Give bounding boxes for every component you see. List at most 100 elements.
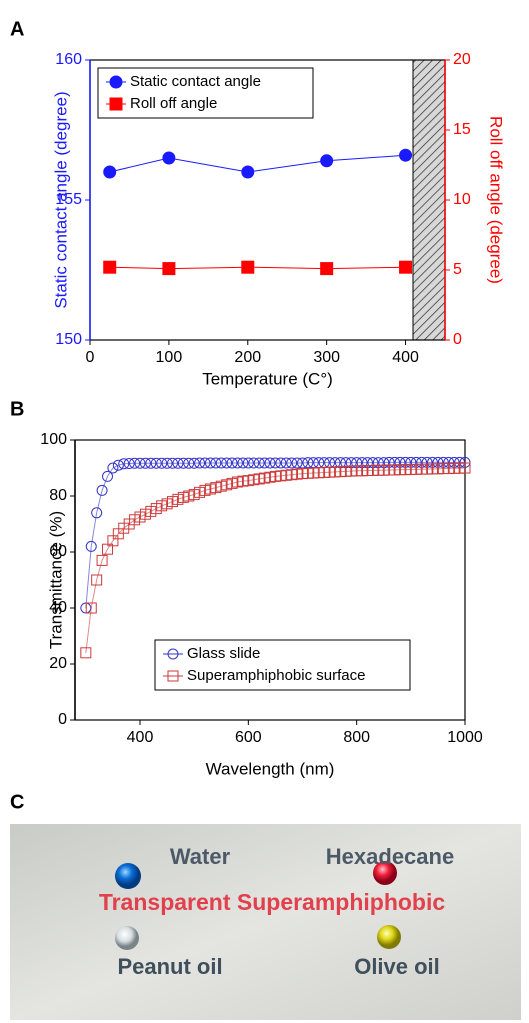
x-tick-label: 300 [313, 349, 340, 366]
y-axis-label: Transmittance (%) [46, 511, 65, 649]
y-tick-label: 100 [40, 431, 67, 448]
y-tick-label: 160 [55, 51, 82, 68]
marker [253, 457, 265, 469]
marker [242, 457, 254, 469]
marker [118, 458, 130, 470]
peanut-oil-droplet [115, 926, 139, 950]
marker [162, 262, 176, 276]
photo-text: Olive oil [354, 954, 440, 979]
marker [399, 148, 413, 162]
y-tick-label: 60 [49, 543, 67, 560]
marker [264, 457, 276, 469]
marker [156, 457, 168, 469]
marker [280, 457, 292, 469]
marker [112, 459, 124, 471]
y2-tick-label: 5 [453, 261, 462, 278]
y2-tick-label: 10 [453, 191, 471, 208]
y-tick-label: 0 [58, 711, 67, 728]
y-tick-label: 40 [49, 599, 67, 616]
marker [91, 574, 103, 586]
marker [139, 457, 151, 469]
series-line [85, 467, 466, 653]
marker [215, 457, 227, 469]
marker [91, 507, 103, 519]
series-line [85, 461, 465, 609]
panel-label: C [10, 791, 24, 813]
marker [103, 260, 117, 274]
photo [10, 824, 521, 1020]
y-tick-label: 155 [55, 191, 82, 208]
y2-tick-label: 20 [453, 51, 471, 68]
marker [85, 540, 97, 552]
series-line [109, 266, 406, 270]
marker [286, 457, 298, 469]
photo-text: Peanut oil [117, 954, 222, 979]
marker [459, 462, 471, 474]
legend-box [154, 639, 411, 691]
marker [129, 457, 141, 469]
panel-label: A [10, 18, 24, 40]
marker [102, 470, 113, 482]
legend-marker [109, 75, 123, 89]
marker [107, 462, 119, 474]
panel-label: B [10, 398, 24, 420]
legend-marker [167, 670, 179, 682]
marker [237, 457, 249, 469]
marker [162, 151, 176, 165]
marker [399, 260, 413, 274]
marker [96, 554, 108, 566]
water-droplet [115, 863, 141, 889]
marker [248, 457, 260, 469]
marker [150, 457, 162, 469]
marker [183, 457, 195, 469]
x-tick-label: 400 [127, 729, 154, 746]
x-axis-label: Wavelength (nm) [206, 759, 335, 778]
x-tick-label: 1000 [447, 729, 483, 746]
legend-marker [167, 648, 179, 660]
legend-box [97, 67, 314, 119]
legend-marker [109, 97, 123, 111]
marker [275, 457, 287, 469]
x-tick-label: 200 [234, 349, 261, 366]
y-tick-label: 80 [49, 487, 67, 504]
legend-label: Glass slide [187, 645, 260, 662]
marker [226, 457, 238, 469]
series-line [109, 154, 406, 173]
legend-label: Roll off angle [130, 95, 217, 112]
marker [241, 165, 255, 179]
marker [259, 457, 271, 469]
x-tick-label: 800 [343, 729, 370, 746]
marker [204, 457, 216, 469]
marker [221, 457, 233, 469]
photo-text: Water [170, 844, 231, 869]
marker [103, 165, 117, 179]
y-axis-label: Static contact angle (degree) [51, 91, 70, 308]
marker [172, 457, 184, 469]
marker [96, 484, 108, 496]
legend-label: Superamphiphobic surface [187, 667, 365, 684]
x-tick-label: 100 [156, 349, 183, 366]
x-tick-label: 0 [86, 349, 95, 366]
y-tick-label: 20 [49, 655, 67, 672]
y2-tick-label: 0 [453, 331, 462, 348]
olive-oil-droplet [377, 925, 401, 949]
x-tick-label: 400 [392, 349, 419, 366]
y-tick-label: 150 [55, 331, 82, 348]
marker [167, 457, 178, 469]
marker [123, 458, 135, 470]
photo-panel: C Water Hexadecane Transparent Superamph… [10, 791, 521, 1020]
marker [161, 457, 173, 469]
marker [320, 262, 334, 276]
legend-label: Static contact angle [130, 73, 261, 90]
x-axis-label: Temperature (C°) [202, 369, 333, 388]
marker [199, 457, 211, 469]
marker [232, 457, 243, 469]
marker [80, 647, 92, 659]
hexadecane-droplet [373, 861, 397, 885]
hatched-region [412, 59, 446, 341]
y2-tick-label: 15 [453, 121, 471, 138]
x-tick-label: 600 [235, 729, 262, 746]
marker [241, 260, 255, 274]
photo-text: Transparent Superamphiphobic [99, 889, 446, 915]
